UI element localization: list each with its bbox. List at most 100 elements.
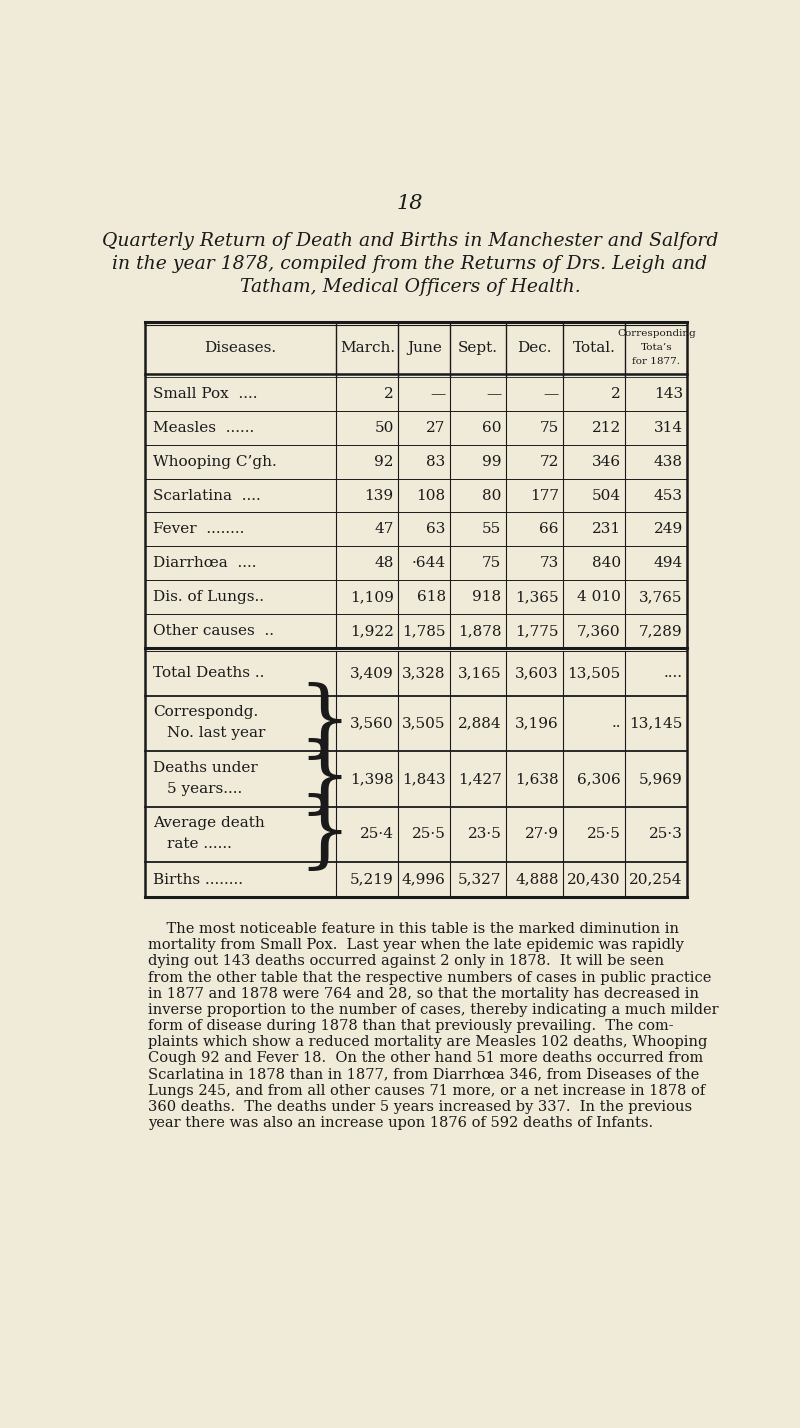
Text: 1,775: 1,775	[515, 624, 558, 638]
Text: No. last year: No. last year	[166, 727, 265, 741]
Text: Births ........: Births ........	[153, 873, 242, 887]
Text: 438: 438	[654, 454, 683, 468]
Text: Small Pox  ....: Small Pox ....	[153, 387, 258, 401]
Text: 75: 75	[482, 557, 502, 570]
Text: 83: 83	[426, 454, 446, 468]
Text: 4 010: 4 010	[577, 590, 621, 604]
Text: 75: 75	[539, 421, 558, 434]
Text: 2,884: 2,884	[458, 717, 502, 731]
Text: 5,969: 5,969	[639, 773, 683, 785]
Text: 7,289: 7,289	[639, 624, 683, 638]
Text: Sept.: Sept.	[458, 341, 498, 354]
Text: 1,398: 1,398	[350, 773, 394, 785]
Text: 1,843: 1,843	[402, 773, 446, 785]
Text: 231: 231	[592, 523, 621, 537]
Text: 18: 18	[397, 194, 423, 213]
Text: 13,145: 13,145	[630, 717, 683, 731]
Text: }: }	[297, 794, 351, 875]
Text: 918: 918	[472, 590, 502, 604]
Text: —: —	[486, 387, 502, 401]
Text: 25·3: 25·3	[649, 827, 683, 841]
Text: 4,888: 4,888	[515, 873, 558, 887]
Text: 25·4: 25·4	[360, 827, 394, 841]
Text: 2: 2	[384, 387, 394, 401]
Text: Deaths under: Deaths under	[153, 761, 258, 775]
Text: ..: ..	[611, 717, 621, 731]
Text: Other causes  ..: Other causes ..	[153, 624, 274, 638]
Text: 99: 99	[482, 454, 502, 468]
Text: Dis. of Lungs..: Dis. of Lungs..	[153, 590, 264, 604]
Text: The most noticeable feature in this table is the marked diminution in: The most noticeable feature in this tabl…	[148, 922, 679, 937]
Text: 108: 108	[417, 488, 446, 503]
Text: 3,328: 3,328	[402, 667, 446, 680]
Text: Corresponding: Corresponding	[617, 330, 696, 338]
Text: Correspondg.: Correspondg.	[153, 705, 258, 720]
Text: Total Deaths ..: Total Deaths ..	[153, 667, 264, 680]
Text: ·644: ·644	[411, 557, 446, 570]
Text: 48: 48	[374, 557, 394, 570]
Text: 1,109: 1,109	[350, 590, 394, 604]
Text: form of disease during 1878 than that previously prevailing.  The com-: form of disease during 1878 than that pr…	[148, 1020, 674, 1032]
Text: dying out 143 deaths occurred against 2 only in 1878.  It will be seen: dying out 143 deaths occurred against 2 …	[148, 954, 664, 968]
Text: Fever  ........: Fever ........	[153, 523, 244, 537]
Text: 139: 139	[365, 488, 394, 503]
Text: 3,409: 3,409	[350, 667, 394, 680]
Text: 72: 72	[539, 454, 558, 468]
Text: 212: 212	[591, 421, 621, 434]
Text: in the year 1878, compiled from the Returns of Drs. Leigh and: in the year 1878, compiled from the Retu…	[113, 254, 707, 273]
Text: 3,765: 3,765	[639, 590, 683, 604]
Text: 47: 47	[374, 523, 394, 537]
Text: 73: 73	[539, 557, 558, 570]
Text: mortality from Small Pox.  Last year when the late epidemic was rapidly: mortality from Small Pox. Last year when…	[148, 938, 684, 952]
Text: 618: 618	[417, 590, 446, 604]
Text: 5 years....: 5 years....	[166, 783, 242, 795]
Text: 27: 27	[426, 421, 446, 434]
Text: for 1877.: for 1877.	[633, 357, 681, 366]
Text: rate ......: rate ......	[166, 837, 231, 851]
Text: Total.: Total.	[573, 341, 616, 354]
Text: 3,603: 3,603	[515, 667, 558, 680]
Text: 314: 314	[654, 421, 683, 434]
Text: 5,219: 5,219	[350, 873, 394, 887]
Text: —: —	[543, 387, 558, 401]
Text: inverse proportion to the number of cases, thereby indicating a much milder: inverse proportion to the number of case…	[148, 1002, 718, 1017]
Text: Whooping C’gh.: Whooping C’gh.	[153, 454, 277, 468]
Text: 92: 92	[374, 454, 394, 468]
Text: Dec.: Dec.	[518, 341, 552, 354]
Text: Measles  ......: Measles ......	[153, 421, 254, 434]
Text: Tota’s: Tota’s	[641, 343, 672, 353]
Text: 360 deaths.  The deaths under 5 years increased by 337.  In the previous: 360 deaths. The deaths under 5 years inc…	[148, 1100, 692, 1114]
Text: 504: 504	[592, 488, 621, 503]
Text: 13,505: 13,505	[567, 667, 621, 680]
Text: 249: 249	[654, 523, 683, 537]
Text: Scarlatina  ....: Scarlatina ....	[153, 488, 261, 503]
Text: June: June	[407, 341, 442, 354]
Text: March.: March.	[340, 341, 395, 354]
Text: 346: 346	[592, 454, 621, 468]
Text: 453: 453	[654, 488, 683, 503]
Text: }: }	[297, 683, 351, 764]
Text: 494: 494	[654, 557, 683, 570]
Text: Diseases.: Diseases.	[205, 341, 277, 354]
Text: 143: 143	[654, 387, 683, 401]
Text: 5,327: 5,327	[458, 873, 502, 887]
Text: Cough 92 and Fever 18.  On the other hand 51 more deaths occurred from: Cough 92 and Fever 18. On the other hand…	[148, 1051, 703, 1065]
Text: 1,785: 1,785	[402, 624, 446, 638]
Text: 50: 50	[374, 421, 394, 434]
Text: 3,165: 3,165	[458, 667, 502, 680]
Text: 2: 2	[611, 387, 621, 401]
Text: 1,922: 1,922	[350, 624, 394, 638]
Text: Diarrhœa  ....: Diarrhœa ....	[153, 557, 256, 570]
Text: 1,638: 1,638	[515, 773, 558, 785]
Text: 1,878: 1,878	[458, 624, 502, 638]
Text: 3,505: 3,505	[402, 717, 446, 731]
Text: 3,196: 3,196	[515, 717, 558, 731]
Text: year there was also an increase upon 1876 of 592 deaths of Infants.: year there was also an increase upon 187…	[148, 1117, 653, 1130]
Text: 60: 60	[482, 421, 502, 434]
Text: plaints which show a reduced mortality are Measles 102 deaths, Whooping: plaints which show a reduced mortality a…	[148, 1035, 707, 1050]
Text: 4,996: 4,996	[402, 873, 446, 887]
Text: 1,427: 1,427	[458, 773, 502, 785]
Text: Average death: Average death	[153, 817, 265, 830]
Text: —: —	[430, 387, 446, 401]
Text: from the other table that the respective numbers of cases in public practice: from the other table that the respective…	[148, 971, 711, 985]
